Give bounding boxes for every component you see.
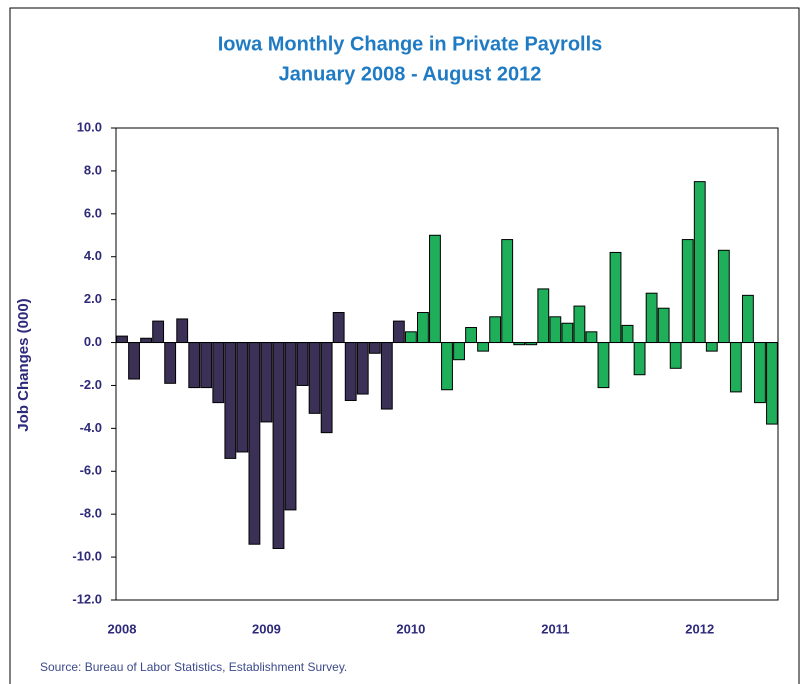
bar — [621, 324, 634, 344]
bar — [633, 342, 646, 376]
bar — [236, 342, 249, 453]
bar — [284, 342, 297, 511]
bar — [453, 342, 465, 361]
y-tick-label: -8.0 — [80, 506, 102, 521]
y-tick-label: 2.0 — [84, 291, 102, 306]
x-tick-label: 2008 — [108, 621, 137, 636]
bar — [308, 342, 321, 414]
bar — [128, 342, 140, 380]
bar — [188, 342, 201, 389]
bar — [200, 342, 213, 389]
bar — [260, 342, 273, 423]
y-tick-label: -4.0 — [80, 420, 102, 435]
source-note: Source: Bureau of Labor Statistics, Esta… — [40, 660, 347, 674]
y-tick-label: -12.0 — [72, 591, 102, 606]
bar — [441, 342, 453, 391]
bar — [417, 312, 429, 344]
bar — [609, 251, 622, 344]
bar — [404, 331, 417, 344]
bar — [645, 292, 658, 344]
bar — [585, 331, 598, 344]
bar — [344, 342, 357, 401]
bar — [693, 181, 706, 344]
y-tick-label: 8.0 — [84, 162, 102, 177]
bar — [754, 342, 766, 404]
bar — [176, 318, 189, 344]
y-tick-label: 4.0 — [84, 248, 102, 263]
y-tick-label: 0.0 — [84, 334, 102, 349]
bar — [356, 342, 369, 395]
bar — [429, 234, 441, 344]
x-tick-label: 2010 — [396, 621, 425, 636]
chart-title: Iowa Monthly Change in Private Payrolls — [218, 33, 603, 55]
bar — [705, 342, 718, 352]
x-tick-label: 2011 — [541, 621, 569, 636]
bar — [332, 312, 345, 344]
bar — [380, 342, 393, 410]
bar — [501, 239, 514, 344]
chart-subtitle: January 2008 - August 2012 — [279, 63, 542, 85]
x-tick-label: 2012 — [685, 621, 714, 636]
bar — [320, 342, 333, 434]
bar — [152, 320, 165, 344]
y-tick-label: 10.0 — [77, 119, 102, 134]
bar — [477, 342, 490, 352]
x-tick-label: 2009 — [252, 621, 281, 636]
bar — [766, 342, 778, 425]
bar — [164, 342, 177, 384]
bar — [489, 316, 502, 344]
bar — [140, 337, 153, 344]
bar — [549, 316, 562, 344]
bar — [368, 342, 381, 354]
y-tick-label: -10.0 — [72, 549, 102, 564]
y-tick-label: -6.0 — [80, 463, 102, 478]
bar — [248, 342, 261, 545]
bar — [669, 342, 682, 369]
bar — [392, 320, 405, 344]
bar — [116, 335, 128, 344]
y-axis-label: Job Changes (000) — [15, 298, 32, 431]
y-tick-label: -2.0 — [80, 377, 102, 392]
bar — [224, 342, 237, 459]
bar — [465, 327, 477, 344]
bar — [296, 342, 309, 386]
bar — [741, 294, 754, 344]
bar — [212, 342, 225, 404]
bar — [272, 342, 285, 550]
bar — [573, 305, 586, 344]
bar — [561, 322, 574, 344]
bar — [729, 342, 742, 393]
y-tick-label: 6.0 — [84, 205, 102, 220]
plot-area — [115, 127, 779, 601]
bar — [717, 249, 730, 344]
frame — [9, 7, 800, 684]
bar — [597, 342, 610, 389]
bar — [657, 307, 670, 344]
bar — [681, 239, 694, 344]
bar — [537, 288, 550, 344]
